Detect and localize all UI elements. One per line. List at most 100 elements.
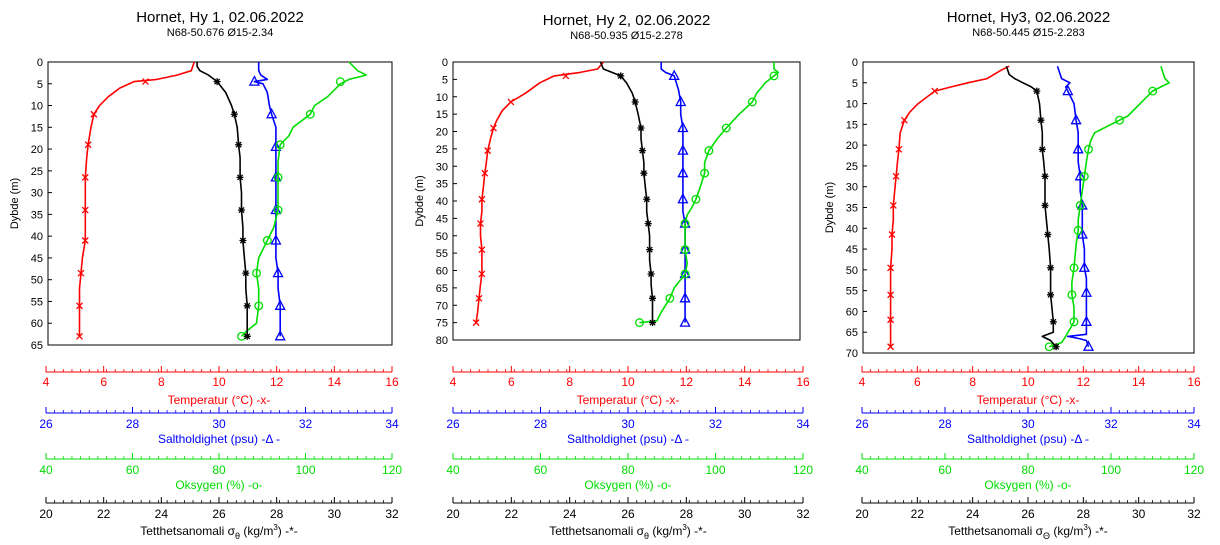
depth-tick-label: 75 (436, 318, 448, 330)
depth-tick-label: 50 (436, 231, 448, 243)
density-marker (238, 206, 245, 214)
temperature-profile (76, 61, 195, 340)
density-marker (242, 269, 250, 277)
depth-tick-label: 60 (31, 318, 43, 330)
temperature-tick-label: 8 (969, 375, 976, 389)
temperature-marker (76, 332, 83, 340)
temperature-axis-title: Temperatur (°C) -x- (577, 393, 680, 407)
plot-frame (47, 61, 393, 346)
oxygen-marker (680, 219, 690, 229)
depth-tick-label: 55 (846, 286, 858, 298)
salinity-tick-label: 28 (534, 417, 548, 431)
density-tick-label: 20 (446, 507, 460, 521)
temperature-marker (142, 78, 149, 86)
density-profile (599, 61, 657, 327)
depth-tick-label: 55 (436, 248, 448, 260)
density-marker (1037, 116, 1045, 124)
depth-tick-label: 70 (846, 348, 858, 360)
depth-tick-label: 15 (31, 122, 43, 134)
density-marker (1049, 318, 1057, 326)
oxygen-tick-label: 60 (126, 463, 140, 477)
salinity-profile (248, 62, 286, 341)
density-marker (230, 110, 238, 118)
density-marker (243, 302, 251, 310)
depth-tick-label: 65 (846, 327, 858, 339)
temperature-marker (475, 294, 483, 302)
temperature-marker (76, 302, 83, 310)
density-axis: 20 22 24 26 28 30 32 Tetthetsanomali σθ (kg/m3)… (39, 497, 399, 541)
depth-tick-label: 25 (31, 166, 43, 178)
panel-title: Hornet, Hy 1, 02.06.2022 (136, 9, 304, 26)
density-marker (1041, 201, 1049, 209)
oxygen-axis-title: Oksygen (%) -o- (984, 478, 1071, 492)
panel-coordinates: N68-50.676 Ø15-2.34 (167, 27, 273, 39)
salinity-marker (1070, 113, 1082, 125)
density-marker (239, 237, 247, 245)
depth-tick-label: 35 (436, 179, 448, 191)
oxygen-marker (1079, 171, 1089, 181)
density-tick-label: 26 (212, 507, 226, 521)
depth-tick-label: 45 (31, 253, 43, 265)
oxygen-line (240, 61, 367, 337)
oxygen-marker (680, 269, 690, 279)
salinity-marker (1078, 261, 1090, 272)
salinity-marker (677, 192, 689, 204)
temperature-marker (887, 316, 895, 324)
oxygen-marker (252, 268, 261, 278)
depth-tick-label: 40 (31, 231, 43, 243)
depth-tick-label: 30 (436, 161, 448, 173)
density-marker (1052, 343, 1060, 351)
temperature-tick-label: 16 (796, 375, 810, 389)
salinity-tick-label: 32 (1104, 417, 1118, 431)
density-tick-label: 20 (39, 507, 53, 521)
salinity-tick-label: 26 (446, 417, 460, 431)
density-marker (213, 78, 221, 86)
density-tick-label: 30 (738, 507, 752, 521)
depth-tick-label: 25 (436, 144, 448, 156)
salinity-axis: 26 28 30 32 34 Saltholdighet (psu) -Δ - (446, 407, 810, 446)
depth-tick-label: 10 (436, 92, 448, 104)
density-tick-label: 24 (966, 507, 980, 521)
oxygen-marker (1067, 290, 1077, 300)
oxygen-axis: 40 60 80 100 120 Oksygen (%) -o- (446, 453, 813, 492)
temperature-marker (84, 141, 92, 149)
depth-tick-label: 5 (852, 78, 858, 90)
density-line (196, 62, 248, 337)
plot-frame (862, 61, 1195, 354)
density-axis-title: Tetthetsanomali σΘ (kg/m3) -*- (948, 523, 1108, 541)
temperature-tick-label: 12 (1077, 375, 1091, 389)
oxygen-axis-title: Oksygen (%) -o- (584, 478, 671, 492)
density-axis-title: Tetthetsanomali σθ (kg/m3) -*- (549, 523, 707, 541)
density-tick-label: 30 (1132, 507, 1146, 521)
salinity-marker (1072, 142, 1084, 154)
oxygen-marker (691, 194, 701, 204)
salinity-axis: 26 28 30 32 34 Saltholdighet (psu) -Δ - (39, 407, 399, 446)
salinity-marker (266, 107, 278, 119)
temperature-profile (472, 61, 605, 327)
depth-tick-label: 10 (31, 101, 43, 113)
oxygen-marker (721, 123, 731, 133)
depth-tick-label: 15 (436, 109, 448, 121)
temperature-tick-label: 4 (450, 375, 457, 389)
depth-tick-label: 0 (37, 57, 43, 69)
temperature-marker (900, 116, 908, 124)
oxygen-tick-label: 80 (212, 463, 226, 477)
oxygen-tick-label: 120 (1184, 463, 1204, 477)
oxygen-marker (1148, 86, 1158, 96)
temperature-tick-label: 14 (738, 375, 752, 389)
oxygen-profile (237, 61, 367, 341)
temperature-marker (478, 246, 486, 254)
salinity-tick-label: 32 (299, 417, 313, 431)
oxygen-tick-label: 40 (39, 463, 53, 477)
temperature-marker (562, 72, 570, 80)
panel-title: Hornet, Hy3, 02.06.2022 (947, 9, 1110, 26)
density-tick-label: 32 (385, 507, 399, 521)
salinity-tick-label: 26 (39, 417, 53, 431)
oxygen-marker (335, 77, 345, 87)
temperature-axis-title: Temperatur (°C) -x- (168, 393, 271, 407)
oxygen-marker (635, 318, 644, 328)
temperature-tick-label: 14 (328, 375, 342, 389)
